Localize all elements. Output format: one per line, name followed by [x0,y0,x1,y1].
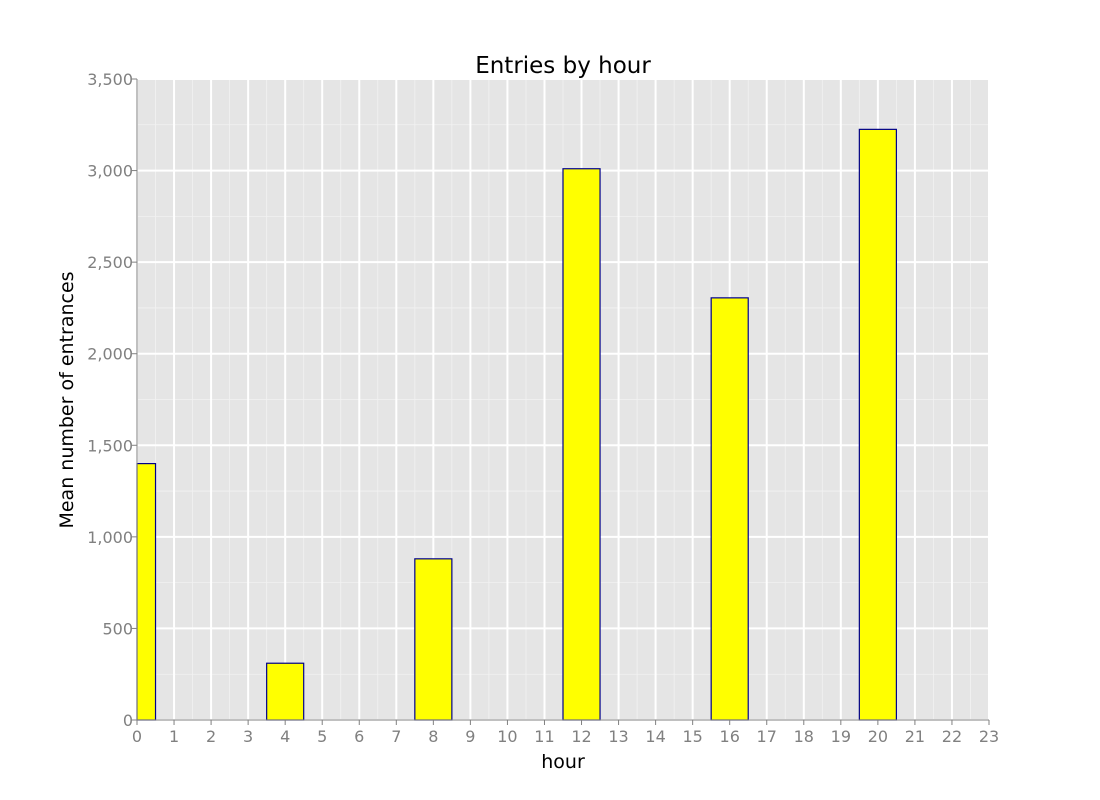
bars [136,128,897,721]
x-tick-label: 8 [428,727,438,746]
x-tick-label: 14 [645,727,665,746]
x-tick-label: 16 [720,727,740,746]
x-tick-label: 4 [280,727,290,746]
x-axis-label: hour [541,751,585,773]
x-tick-label: 2 [206,727,216,746]
x-tick-label: 0 [132,727,142,746]
bar [414,558,453,721]
x-tick-label: 12 [571,727,591,746]
x-tick-label: 1 [169,727,179,746]
x-tick-label: 7 [391,727,401,746]
y-tick-label: 1,000 [87,528,133,547]
x-tick-label: 13 [608,727,628,746]
x-tick-label: 6 [354,727,364,746]
x-tick-label: 10 [497,727,517,746]
x-tick-labels: 0 1 2 3 4 5 6 7 8 9 10 11 12 13 14 15 16 17 18 19 20 21 22 23 [132,727,999,746]
x-tick-label: 22 [942,727,962,746]
y-tick-label: 1,500 [87,436,133,455]
axes [132,78,990,725]
chart-title: Entries by hour [475,53,651,79]
x-tick-label: 21 [905,727,925,746]
bar [266,662,305,721]
bar [710,297,749,721]
x-tick-label: 9 [465,727,475,746]
y-tick-label: 2,500 [87,253,133,272]
x-tick-label: 3 [243,727,253,746]
y-tick-label: 2,000 [87,345,133,364]
x-tick-label: 11 [534,727,554,746]
x-tick-label: 5 [317,727,327,746]
y-tick-label: 0 [123,711,133,730]
y-axis-label: Mean number of entrances [56,271,78,528]
bar [858,128,897,721]
bar [562,168,601,721]
y-tick-labels: 0 500 1,000 1,500 2,000 2,500 3,000 3,500 [87,70,133,730]
x-tick-label: 17 [757,727,777,746]
x-tick-label: 20 [868,727,888,746]
bar [136,463,157,721]
y-tick-label: 500 [102,619,133,638]
x-tick-label: 15 [682,727,702,746]
y-tick-label: 3,000 [87,162,133,181]
y-tick-label: 3,500 [87,70,133,89]
x-tick-label: 23 [979,727,999,746]
x-tick-label: 19 [831,727,851,746]
x-tick-label: 18 [794,727,814,746]
